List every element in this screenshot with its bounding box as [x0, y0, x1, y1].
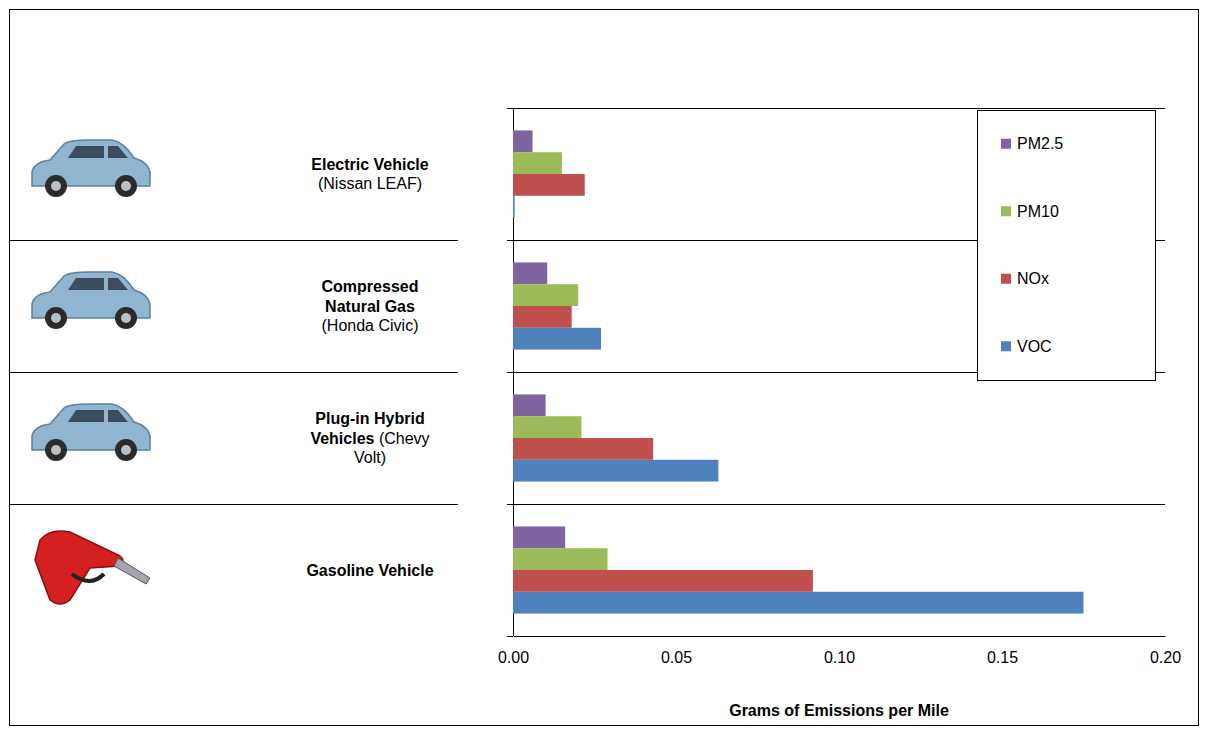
bar: [513, 130, 533, 152]
icon-window: [68, 278, 128, 290]
x-tick: 0.15: [987, 636, 1018, 666]
legend-swatch: [1001, 341, 1011, 351]
bar: [513, 460, 718, 482]
category-label-part: (Chevy: [374, 430, 429, 447]
x-tick-label: 0.15: [987, 649, 1018, 666]
bar: [513, 196, 515, 218]
legend-swatch: [1001, 206, 1011, 216]
row-divider: [10, 240, 458, 241]
icon-wheel: [45, 175, 67, 197]
vehicle-icon: [32, 404, 150, 461]
bar: [513, 570, 813, 592]
category-label-part: Hybrid: [370, 410, 425, 427]
row-divider: [10, 504, 458, 505]
x-tick-label: 0.00: [498, 649, 529, 666]
grid: [10, 109, 1165, 637]
bar: [513, 526, 565, 548]
icon-nozzle-spout: [114, 558, 150, 584]
category-label-part: Natural: [325, 298, 380, 315]
vehicle-icon: [32, 272, 150, 329]
legend-label: PM2.5: [1017, 135, 1063, 152]
category-label: Plug-in Hybrid Vehicles (Chevy Volt): [310, 410, 429, 465]
legend-swatch: [1001, 274, 1011, 284]
icon-wheel: [45, 439, 67, 461]
icon-window: [68, 146, 128, 158]
bar: [513, 438, 653, 460]
icon-wheel: [115, 175, 137, 197]
icon-hub: [121, 445, 131, 455]
bar: [513, 306, 572, 328]
category-label-part: (Honda: [322, 317, 375, 334]
bar: [513, 152, 562, 174]
category-label-part: Vehicles: [310, 430, 374, 447]
icon-wheel: [115, 439, 137, 461]
icon-hub: [121, 313, 131, 323]
category-label-part: Gasoline: [306, 562, 374, 579]
icon-wheel: [115, 307, 137, 329]
category-label-part: (Nissan: [318, 175, 372, 192]
icon-hub: [51, 181, 61, 191]
grid-line: [507, 504, 1165, 505]
legend-label: VOC: [1017, 338, 1052, 355]
legend-label: PM10: [1017, 203, 1059, 220]
bar: [513, 416, 581, 438]
icon-nozzle-handle: [72, 574, 104, 581]
frame: [10, 10, 1199, 726]
axis-tick: [507, 636, 513, 637]
category-label: Gasoline Vehicle: [306, 562, 433, 579]
category-label-part: Plug-in: [315, 410, 369, 427]
bar: [513, 174, 585, 196]
row-divider: [10, 372, 458, 373]
icon-hub: [121, 181, 131, 191]
x-tick: 0.00: [498, 636, 529, 666]
x-tick: 0.05: [661, 636, 692, 666]
category-label-part: Volt): [354, 449, 386, 466]
icon-window: [68, 410, 128, 422]
icon-wheel: [45, 307, 67, 329]
legend-swatch: [1001, 139, 1011, 149]
category-label-part: Compressed: [322, 278, 419, 295]
category-label: Electric Vehicle (Nissan LEAF): [311, 156, 429, 192]
category-label-part: Gas: [380, 298, 415, 315]
bar: [513, 284, 578, 306]
category-label-part: Vehicle: [369, 156, 429, 173]
nozzle-icon: [35, 531, 150, 604]
legend: PM2.5 PM10 NOx VOC: [978, 111, 1156, 381]
bar: [513, 548, 608, 570]
category-label: Compressed Natural Gas (Honda Civic): [322, 278, 419, 333]
x-tick: 0.20: [1150, 636, 1181, 666]
category-label-part: Civic): [374, 317, 418, 334]
x-tick-label: 0.10: [824, 649, 855, 666]
x-axis-line: [514, 636, 1166, 637]
icon-nozzle-body: [35, 531, 123, 604]
vehicle-icon: [32, 140, 150, 197]
x-axis-title: Grams of Emissions per Mile: [729, 702, 949, 719]
bar: [513, 394, 546, 416]
icon-hub: [51, 445, 61, 455]
category-label-part: LEAF): [372, 175, 422, 192]
x-tick: 0.10: [824, 636, 855, 666]
legend-label: NOx: [1017, 270, 1049, 287]
bar: [513, 592, 1084, 614]
category-label-part: Vehicle: [374, 562, 434, 579]
x-tick-label: 0.20: [1150, 649, 1181, 666]
icon-hub: [51, 313, 61, 323]
bar: [513, 262, 547, 284]
x-tick-label: 0.05: [661, 649, 692, 666]
grid-line: [507, 108, 1165, 109]
bar: [513, 328, 601, 350]
x-axis: 0.00 0.05 0.10 0.15 0.20: [498, 636, 1181, 666]
category-label-part: Electric: [311, 156, 369, 173]
legend-box: [978, 111, 1156, 381]
chart: 0.00 0.05 0.10 0.15 0.20 Grams of Emissions p…: [0, 0, 1208, 732]
